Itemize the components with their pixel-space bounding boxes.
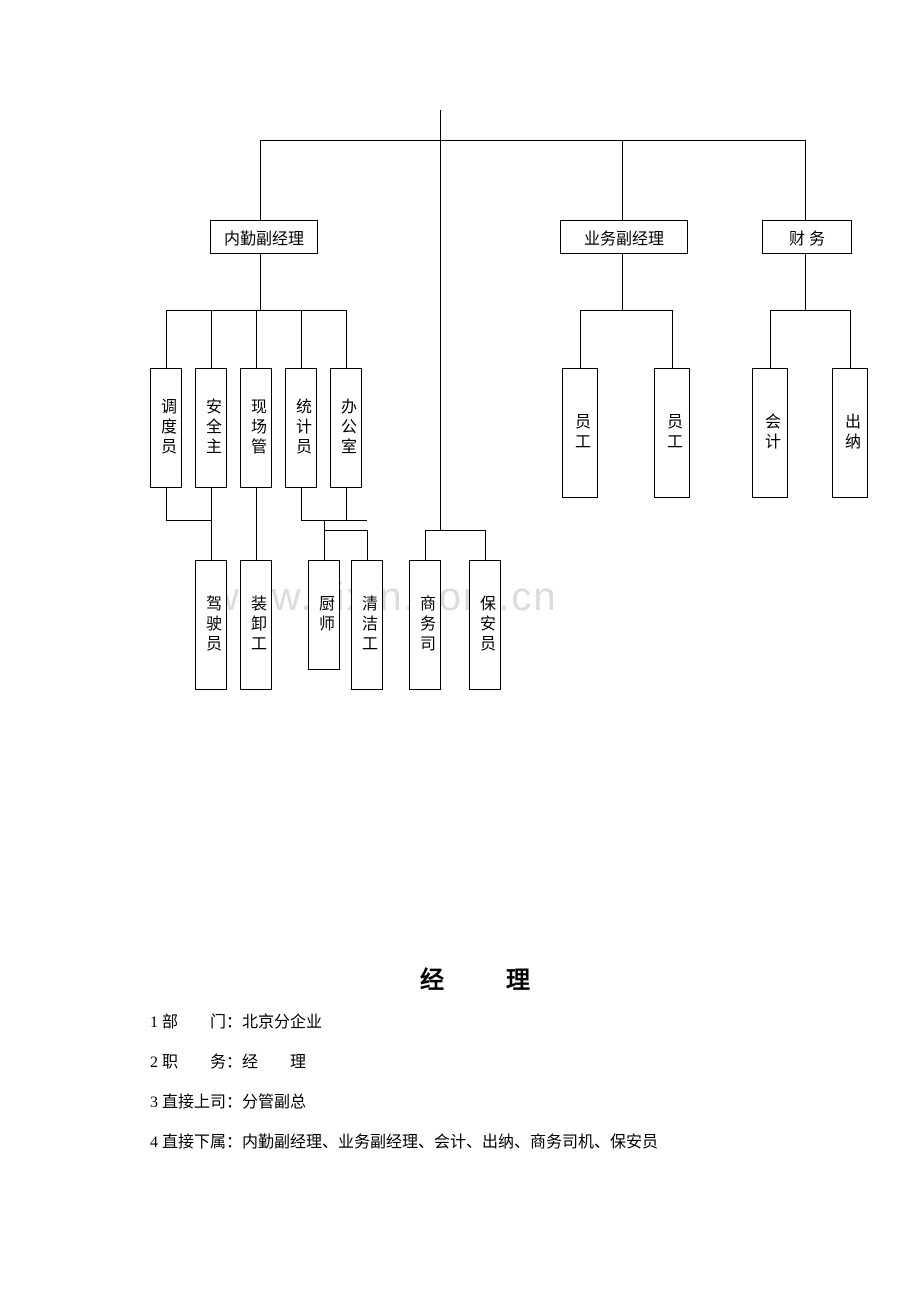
root-hline	[260, 140, 805, 141]
l3-drop-e1	[346, 488, 347, 520]
l3-label-c: 厨师	[312, 595, 336, 635]
l3-hbar-ab	[166, 520, 212, 521]
root-drop-2	[622, 140, 623, 220]
l2l-label-c: 现场管	[244, 398, 268, 458]
l3-label-d: 清洁工	[355, 595, 379, 655]
root-drop-mid	[440, 140, 441, 530]
l2l-label-d: 统计员	[289, 398, 313, 458]
l3-node-c: 厨师	[308, 560, 340, 670]
l2l-drop-b	[211, 310, 212, 368]
l2m-node-b: 员工	[654, 368, 690, 498]
l2l-label-b: 安全主	[199, 398, 223, 458]
section-title: 经 理	[420, 960, 558, 995]
l2r-node-a: 会计	[752, 368, 788, 498]
l2r-drop-b	[850, 310, 851, 368]
l1-label-3: 财 务	[789, 225, 825, 249]
l2r-label-b: 出纳	[838, 413, 862, 453]
l3-hbar-de	[301, 520, 367, 521]
l2m-drop-b	[672, 310, 673, 368]
l3-drop-biz	[425, 530, 426, 560]
l3-label-f: 保安员	[473, 595, 497, 655]
l2l-label-e: 办公室	[334, 398, 358, 458]
l3-label-a: 驾驶员	[199, 595, 223, 655]
l2m-node-a: 员工	[562, 368, 598, 498]
l3-drop-c	[256, 488, 257, 560]
root-vline	[440, 110, 441, 140]
l2r-drop-a	[770, 310, 771, 368]
l3-drop-clean	[367, 530, 368, 560]
info-line-4: 4 直接下属：内勤副经理、业务副经理、会计、出纳、商务司机、保安员	[150, 1130, 658, 1156]
info-line-2: 2 职 务：经 理	[150, 1050, 306, 1076]
l3-hbar-de2	[324, 530, 367, 531]
l3-node-f: 保安员	[469, 560, 501, 690]
l3-label-e: 商务司	[413, 595, 437, 655]
info-line-3: 3 直接上司：分管副总	[150, 1090, 306, 1116]
l1-node-2: 业务副经理	[560, 220, 688, 254]
l2m-label-b: 员工	[660, 413, 684, 453]
l2l-node-a: 调度员	[150, 368, 182, 488]
page-container: www.zixin.com.cn 内勤副经理 业务副经理 财 务 调度员 安全主…	[0, 0, 920, 1302]
l2l-drop-c	[256, 310, 257, 368]
l3-hbar-mid	[425, 530, 486, 531]
l1n3-hbar	[770, 310, 850, 311]
l3-drop-cook	[324, 530, 325, 560]
l1-label-1: 内勤副经理	[224, 225, 304, 249]
l1n3-down	[805, 254, 806, 310]
l2m-label-a: 员工	[568, 413, 592, 453]
l3-drop-b1	[211, 488, 212, 520]
info-line-1: 1 部 门：北京分企业	[150, 1010, 322, 1036]
l2l-node-e: 办公室	[330, 368, 362, 488]
l1-node-3: 财 务	[762, 220, 852, 254]
root-drop-1	[260, 140, 261, 220]
l1n2-hbar	[580, 310, 673, 311]
l2l-node-c: 现场管	[240, 368, 272, 488]
l3-node-a: 驾驶员	[195, 560, 227, 690]
l2l-node-d: 统计员	[285, 368, 317, 488]
l1n2-down	[622, 254, 623, 310]
l1-node-1: 内勤副经理	[210, 220, 318, 254]
l2l-drop-a	[166, 310, 167, 368]
l3-drop-a1	[166, 488, 167, 520]
l2r-node-b: 出纳	[832, 368, 868, 498]
l2l-drop-d	[301, 310, 302, 368]
l3-node-e: 商务司	[409, 560, 441, 690]
l2l-label-a: 调度员	[154, 398, 178, 458]
l2m-drop-a	[580, 310, 581, 368]
root-drop-3	[805, 140, 806, 220]
l3-drop-sec	[485, 530, 486, 560]
l3-drop-d1	[301, 488, 302, 520]
l1-label-2: 业务副经理	[584, 225, 664, 249]
l3-node-d: 清洁工	[351, 560, 383, 690]
l2r-label-a: 会计	[758, 413, 782, 453]
l2l-drop-e	[346, 310, 347, 368]
l3-drop-ab	[211, 520, 212, 560]
l3-drop-de1	[324, 520, 325, 530]
l3-label-b: 装卸工	[244, 595, 268, 655]
l1n1-down	[260, 254, 261, 310]
l3-node-b: 装卸工	[240, 560, 272, 690]
l2l-node-b: 安全主	[195, 368, 227, 488]
